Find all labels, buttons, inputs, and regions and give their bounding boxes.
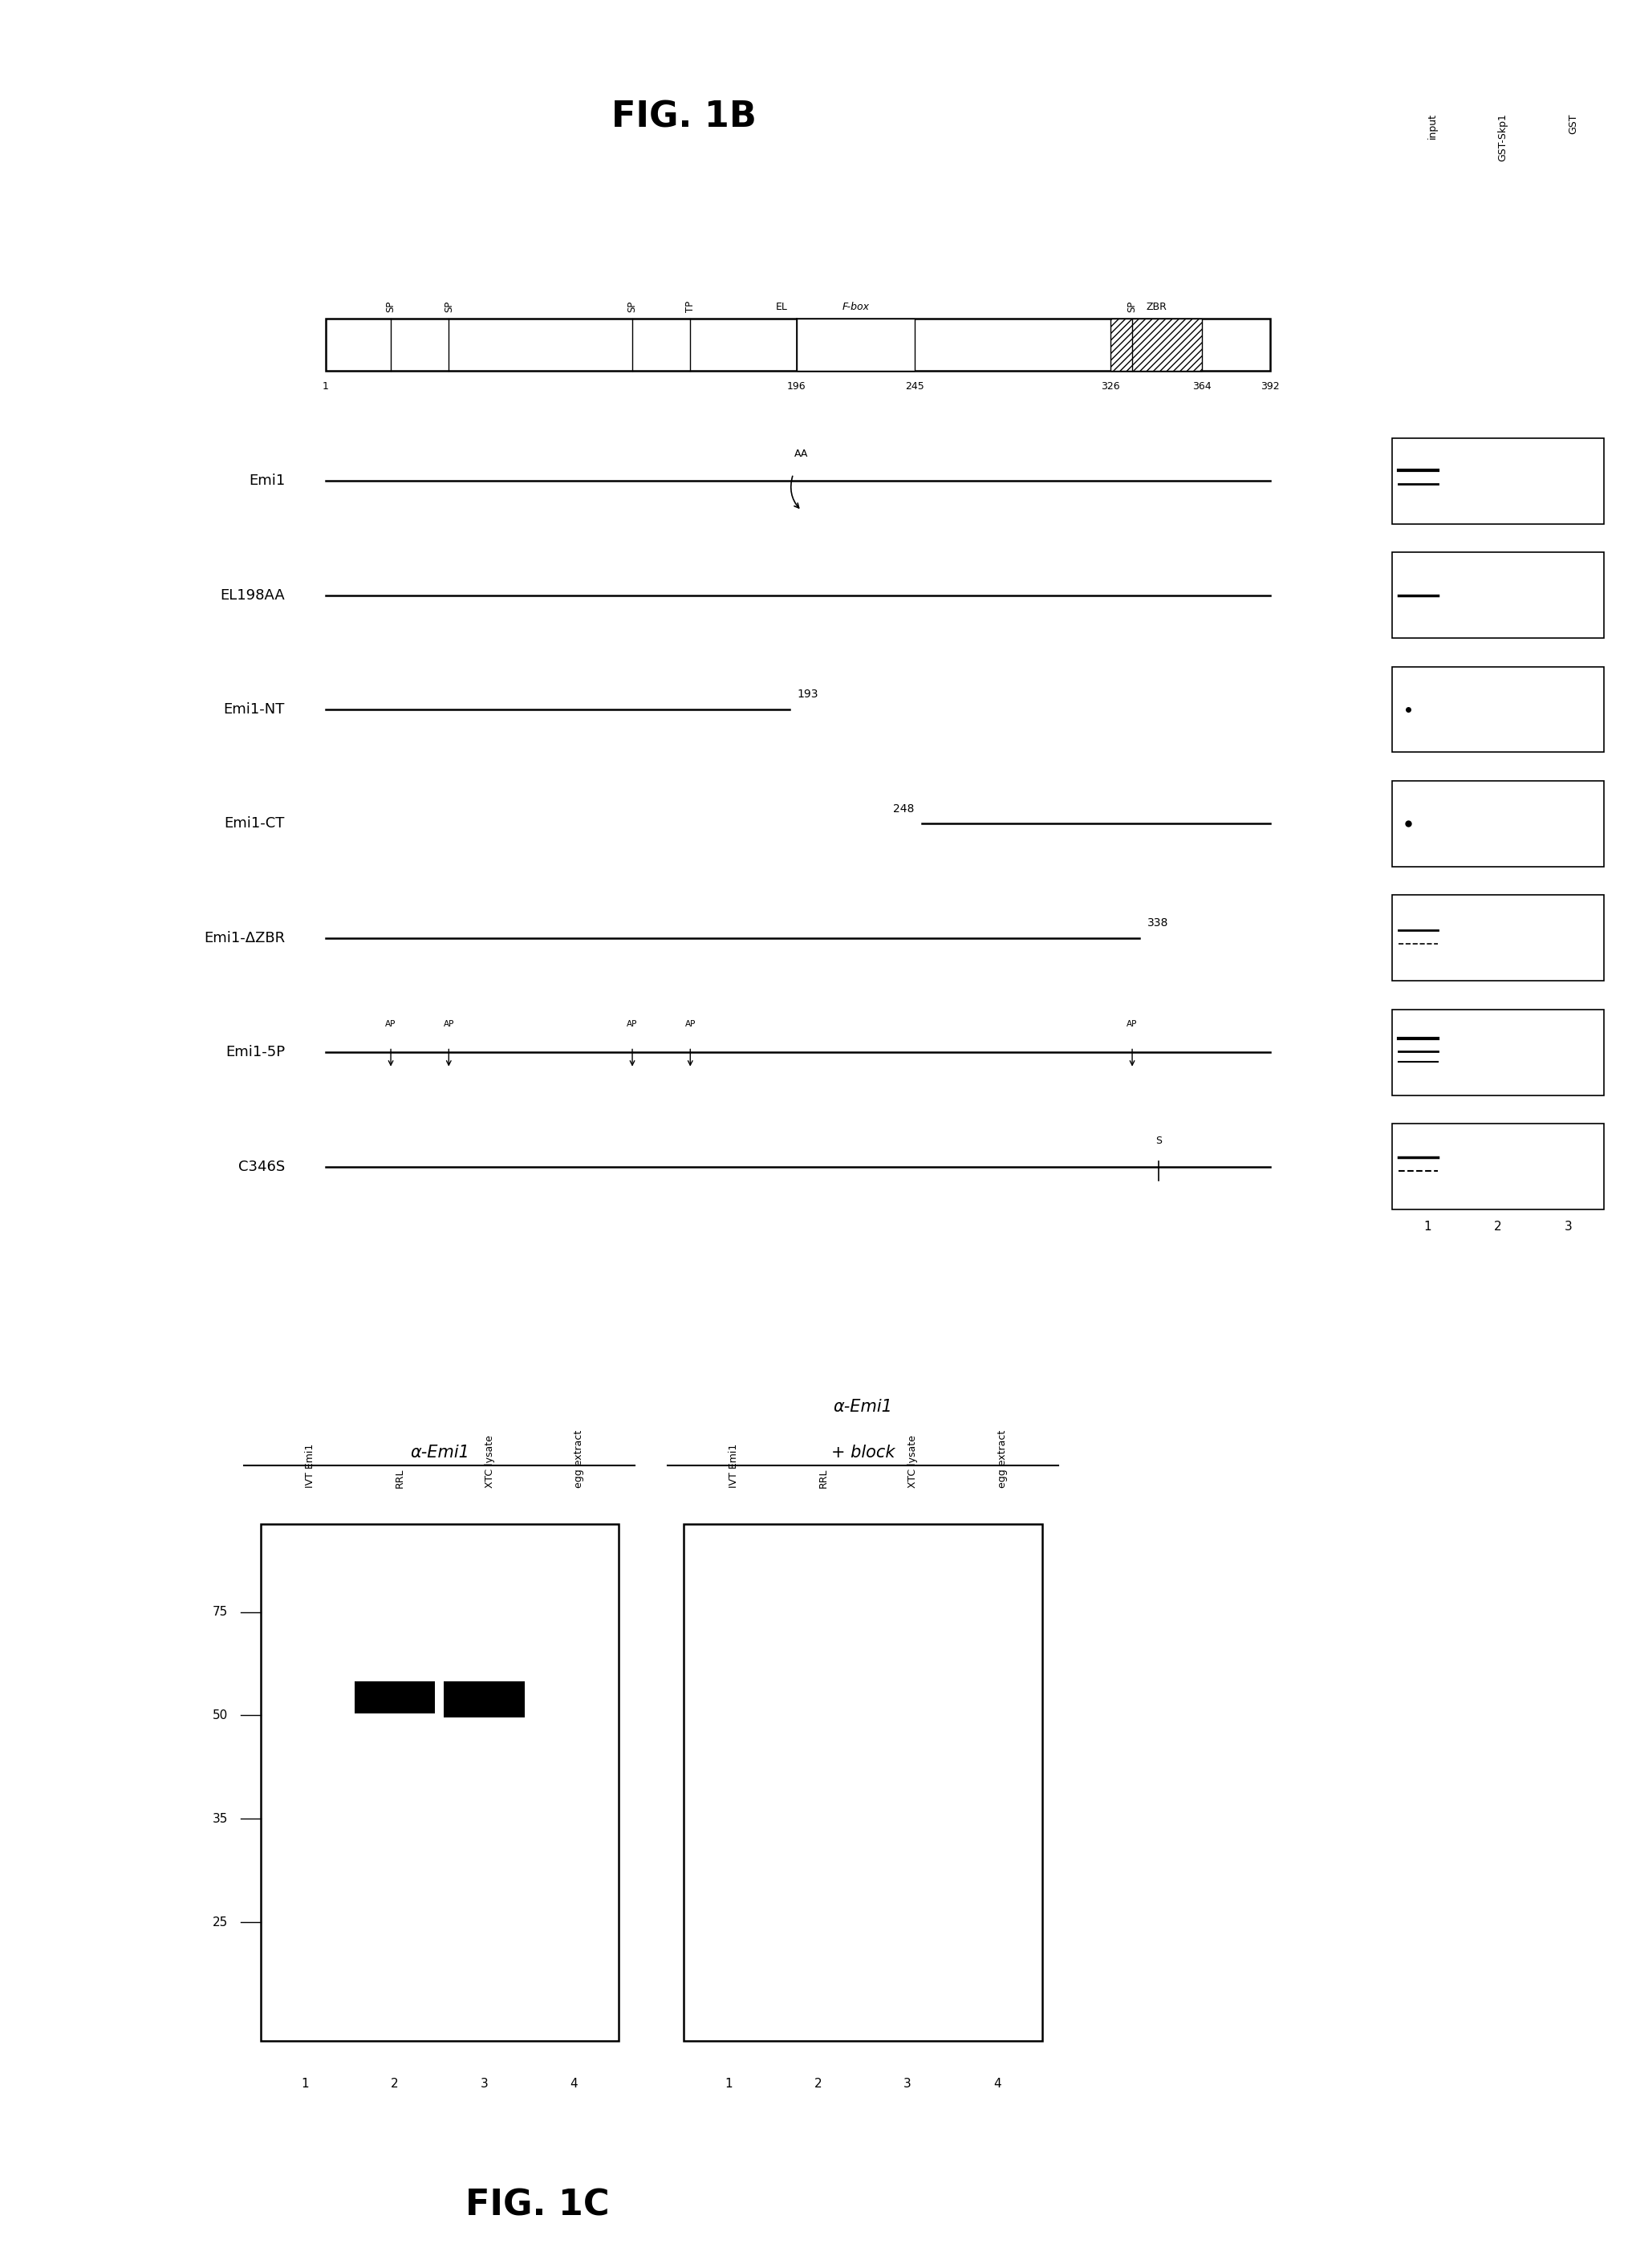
- Text: AP: AP: [443, 1021, 454, 1027]
- Text: 1: 1: [301, 2077, 309, 2089]
- Text: 3: 3: [1565, 1220, 1573, 1232]
- Text: 2: 2: [391, 2077, 399, 2089]
- Text: 326: 326: [1101, 381, 1120, 392]
- Text: Emi1-ΔZBR: Emi1-ΔZBR: [204, 930, 285, 946]
- Text: Emi1: Emi1: [249, 474, 285, 488]
- Bar: [1392, 1009, 1604, 1095]
- Text: 196: 196: [786, 381, 806, 392]
- Bar: [1392, 551, 1604, 637]
- Text: SP: SP: [386, 302, 396, 313]
- Bar: [1110, 320, 1201, 370]
- Text: 245: 245: [905, 381, 925, 392]
- Bar: [684, 1524, 1042, 2041]
- Text: α-Emi1: α-Emi1: [834, 1399, 892, 1415]
- Text: FIG. 1B: FIG. 1B: [610, 100, 757, 134]
- Text: EL: EL: [777, 302, 788, 313]
- Text: SP: SP: [627, 302, 638, 313]
- Text: 1: 1: [322, 381, 329, 392]
- Text: IVT Emi1: IVT Emi1: [306, 1442, 316, 1488]
- Bar: [444, 1681, 524, 1717]
- Text: 338: 338: [1148, 916, 1169, 928]
- Text: FIG. 1C: FIG. 1C: [466, 2189, 609, 2223]
- Bar: [326, 320, 1270, 370]
- Text: AP: AP: [386, 1021, 396, 1027]
- Text: GST: GST: [1568, 113, 1579, 134]
- Text: + block: + block: [830, 1445, 895, 1461]
- Text: 2: 2: [1495, 1220, 1501, 1232]
- Text: 25: 25: [213, 1916, 228, 1928]
- Text: IVT Emi1: IVT Emi1: [729, 1442, 739, 1488]
- Text: 35: 35: [212, 1812, 228, 1826]
- Text: ZBR: ZBR: [1146, 302, 1167, 313]
- Text: AP: AP: [627, 1021, 638, 1027]
- Text: C346S: C346S: [238, 1159, 285, 1175]
- Text: RRL: RRL: [817, 1467, 829, 1488]
- Text: EL198AA: EL198AA: [220, 587, 285, 603]
- Text: 2: 2: [814, 2077, 822, 2089]
- Text: 193: 193: [798, 689, 819, 701]
- Bar: [260, 1524, 619, 2041]
- Text: 75: 75: [213, 1606, 228, 1617]
- Text: Emi1-CT: Emi1-CT: [225, 816, 285, 830]
- Text: SP: SP: [1127, 302, 1138, 313]
- Text: input: input: [1428, 113, 1438, 138]
- Text: egg extract: egg extract: [996, 1429, 1008, 1488]
- Text: Emi1-NT: Emi1-NT: [223, 703, 285, 717]
- Text: RRL: RRL: [394, 1467, 405, 1488]
- Bar: [1392, 896, 1604, 980]
- Text: 1: 1: [1423, 1220, 1431, 1232]
- Bar: [1392, 438, 1604, 524]
- Bar: [355, 1681, 435, 1715]
- Text: 248: 248: [892, 803, 913, 814]
- Text: 1: 1: [724, 2077, 733, 2089]
- Text: 50: 50: [213, 1710, 228, 1721]
- Text: TP: TP: [685, 302, 695, 313]
- Text: egg extract: egg extract: [575, 1429, 584, 1488]
- Text: GST-Skp1: GST-Skp1: [1498, 113, 1508, 161]
- Text: 4: 4: [570, 2077, 578, 2089]
- Text: α-Emi1: α-Emi1: [410, 1445, 469, 1461]
- Text: XTC lysate: XTC lysate: [908, 1436, 918, 1488]
- Text: AP: AP: [685, 1021, 695, 1027]
- Text: SP: SP: [443, 302, 454, 313]
- Text: F-box: F-box: [842, 302, 869, 313]
- Bar: [1392, 667, 1604, 753]
- Text: Emi1-5P: Emi1-5P: [225, 1046, 285, 1059]
- Text: 364: 364: [1193, 381, 1211, 392]
- Bar: [1392, 780, 1604, 866]
- Text: S: S: [1156, 1136, 1162, 1145]
- Text: 3: 3: [480, 2077, 488, 2089]
- Text: AA: AA: [794, 449, 809, 458]
- Bar: [1392, 1123, 1604, 1209]
- Text: 4: 4: [993, 2077, 1001, 2089]
- Bar: [796, 320, 915, 370]
- Text: 3: 3: [904, 2077, 912, 2089]
- Text: XTC lysate: XTC lysate: [485, 1436, 495, 1488]
- Text: 392: 392: [1260, 381, 1280, 392]
- Text: AP: AP: [1127, 1021, 1138, 1027]
